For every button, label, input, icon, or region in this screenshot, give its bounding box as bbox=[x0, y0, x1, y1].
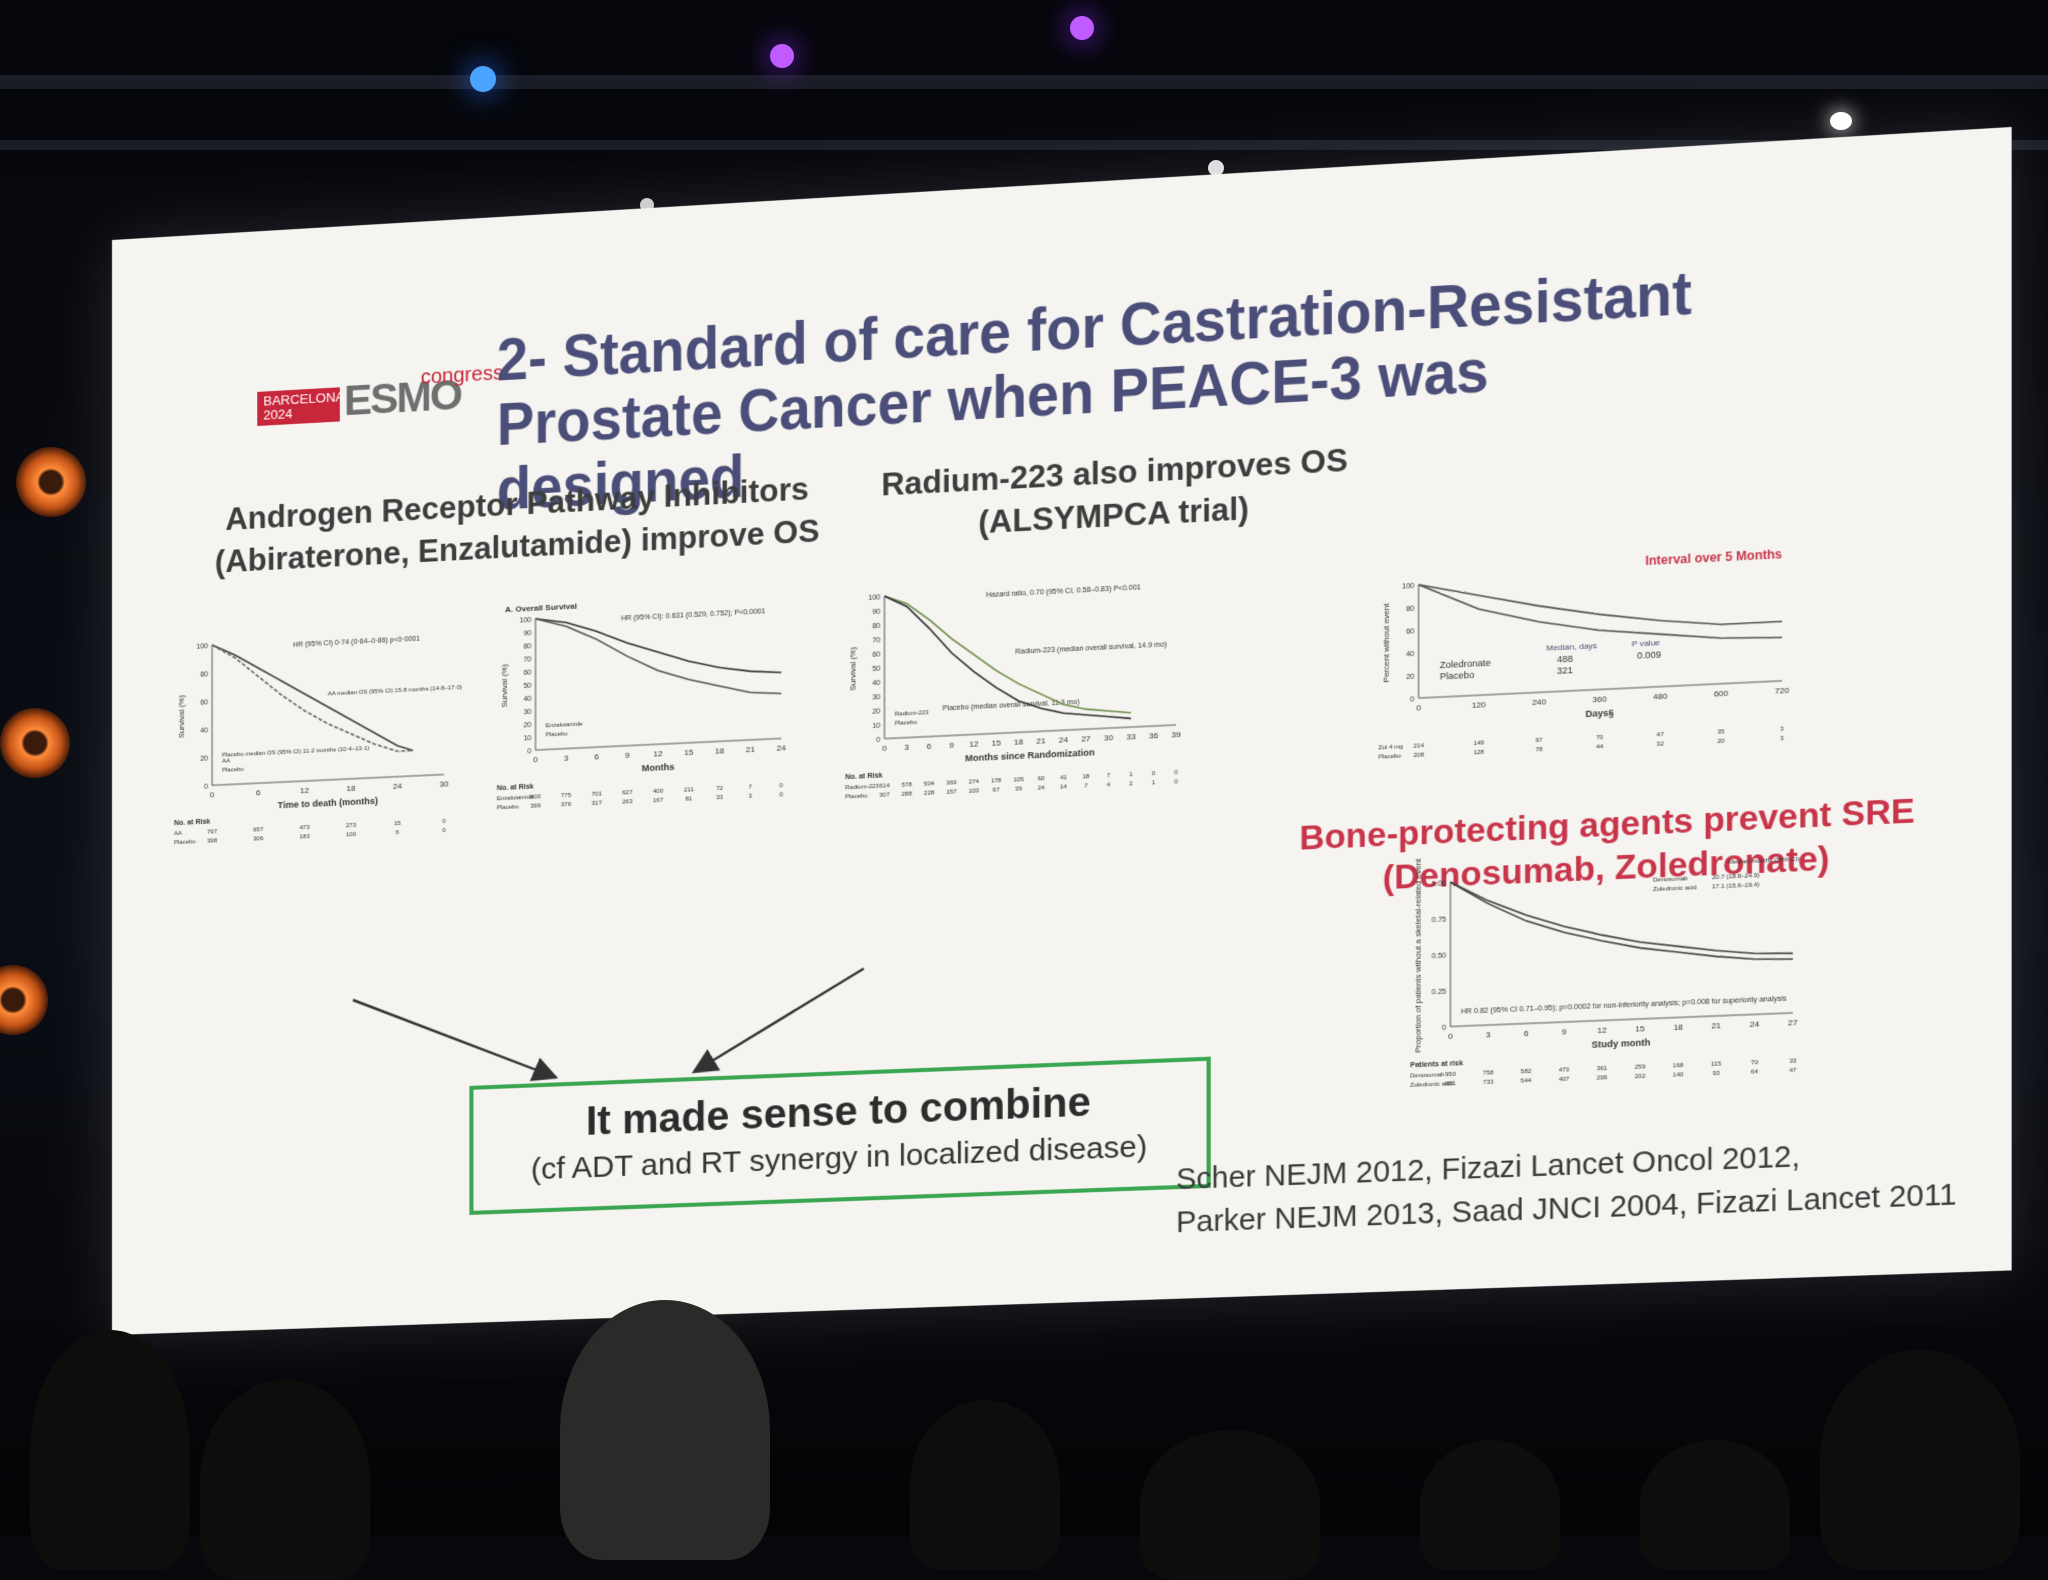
side-lamp bbox=[0, 965, 48, 1035]
stage-light-blue bbox=[470, 66, 496, 92]
audience-head bbox=[1640, 1440, 1790, 1570]
side-lamp bbox=[0, 708, 70, 778]
audience-head bbox=[1140, 1430, 1320, 1580]
arrow-left bbox=[353, 992, 556, 1086]
audience-head bbox=[560, 1300, 770, 1560]
stage-light-purple bbox=[1070, 16, 1094, 40]
audience-head bbox=[910, 1400, 1060, 1570]
presentation-slide: BARCELONA 2024 ESMO congress 2- Standard… bbox=[112, 127, 2012, 1335]
audience-head bbox=[1420, 1440, 1560, 1570]
stage-light-purple bbox=[770, 44, 794, 68]
audience-head bbox=[30, 1330, 190, 1570]
lighting-truss-top bbox=[0, 75, 2048, 89]
audience-head bbox=[1820, 1350, 2020, 1570]
stage-light-white bbox=[1830, 112, 1852, 130]
side-lamp bbox=[16, 447, 86, 517]
audience-head bbox=[200, 1380, 370, 1580]
arrow-right bbox=[694, 969, 864, 1072]
